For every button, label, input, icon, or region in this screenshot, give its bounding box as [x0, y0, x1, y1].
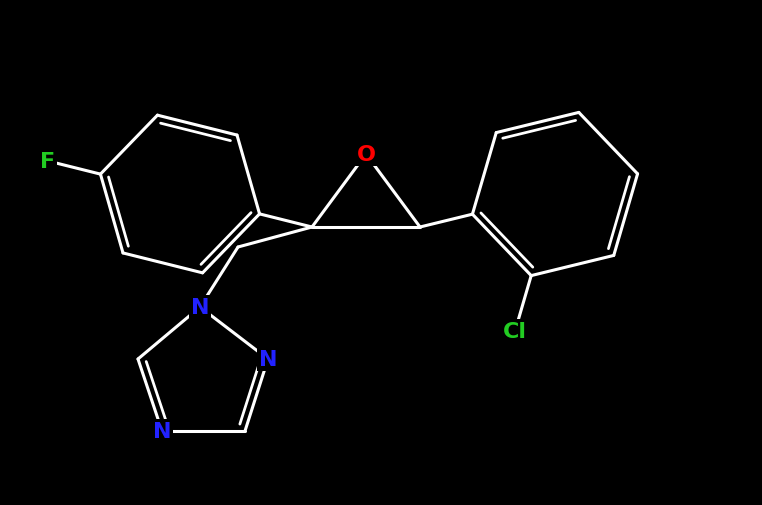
- Text: N: N: [152, 421, 171, 441]
- Text: N: N: [259, 349, 277, 369]
- Text: Cl: Cl: [503, 322, 527, 341]
- Text: O: O: [357, 145, 376, 165]
- Text: N: N: [190, 297, 210, 317]
- Text: F: F: [40, 152, 55, 171]
